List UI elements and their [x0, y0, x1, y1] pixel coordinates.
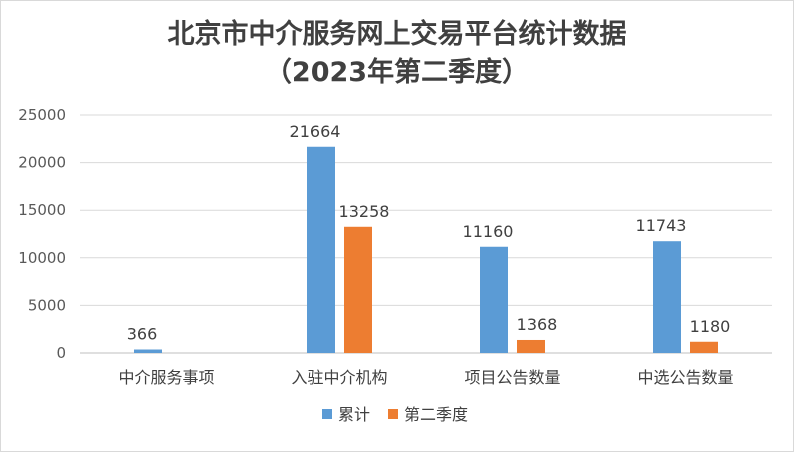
- chart-title: 北京市中介服务网上交易平台统计数据 （2023年第二季度）: [0, 16, 794, 92]
- bar-cumulative: [307, 146, 335, 353]
- data-label: 21664: [290, 122, 341, 141]
- category-label: 入驻中介机构: [291, 368, 387, 387]
- category-label: 项目公告数量: [464, 368, 560, 387]
- legend-swatch: [388, 409, 398, 419]
- legend-swatch: [322, 409, 332, 419]
- category-label: 中介服务事项: [118, 368, 214, 387]
- category-label: 中选公告数量: [637, 368, 733, 387]
- y-tick-label: 10000: [18, 249, 66, 267]
- data-label: 11160: [463, 222, 514, 241]
- chart-title-line2: （2023年第二季度）: [264, 57, 530, 88]
- chart-title-line1: 北京市中介服务网上交易平台统计数据: [167, 19, 627, 50]
- y-tick-label: 20000: [18, 154, 66, 172]
- legend-label: 第二季度: [404, 405, 468, 424]
- bar-q2: [344, 226, 372, 353]
- bar-q2: [517, 339, 545, 353]
- bar-cumulative: [653, 241, 681, 353]
- data-label: 1180: [690, 317, 731, 336]
- y-tick-label: 0: [56, 344, 66, 362]
- data-label: 366: [127, 325, 158, 344]
- bar-cumulative: [134, 349, 162, 353]
- legend-label: 累计: [338, 405, 370, 424]
- data-label: 13258: [339, 202, 390, 221]
- bar-q2: [690, 341, 718, 353]
- data-label: 11743: [636, 216, 687, 235]
- y-tick-label: 15000: [18, 201, 66, 219]
- data-label: 1368: [517, 315, 558, 334]
- y-tick-label: 25000: [18, 106, 66, 124]
- y-tick-label: 5000: [28, 296, 66, 314]
- bar-cumulative: [480, 246, 508, 353]
